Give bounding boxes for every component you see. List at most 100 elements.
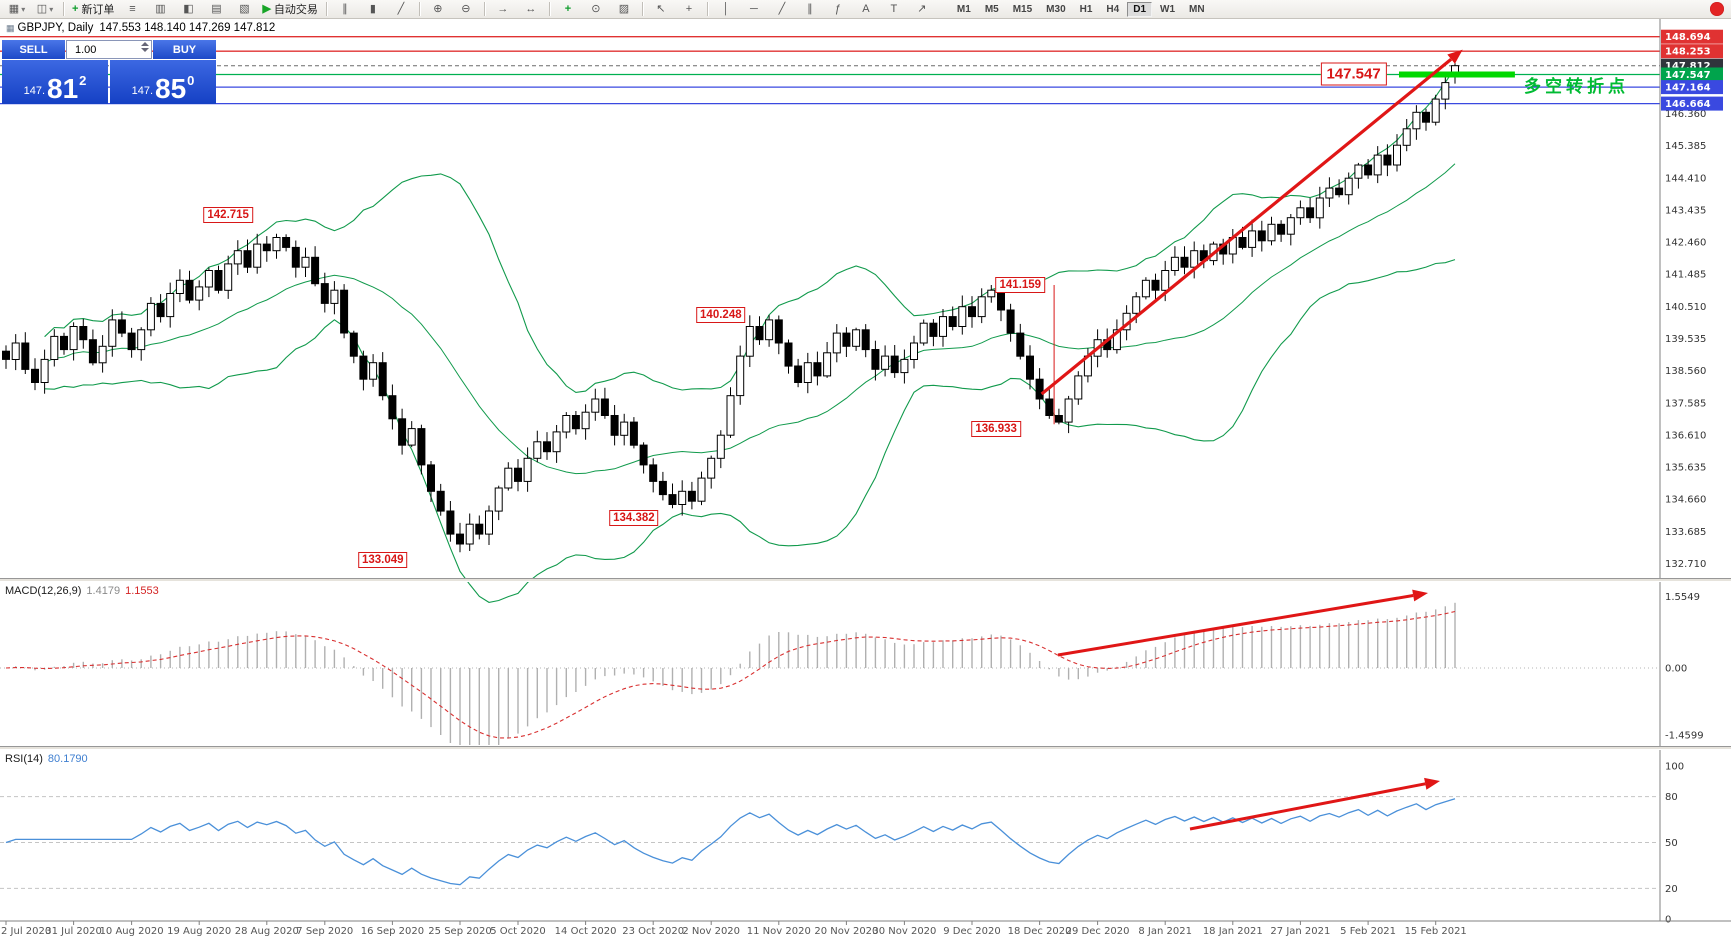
timeframe-m1-button[interactable]: M1 xyxy=(956,3,971,15)
periods-button[interactable]: ⊙ xyxy=(582,0,610,19)
panel-splitter[interactable] xyxy=(0,746,1731,750)
toolbar-separator xyxy=(483,2,485,16)
trend-arrow[interactable] xyxy=(1040,49,1463,396)
ohlc-values: 147.553 148.140 147.269 147.812 xyxy=(99,22,276,34)
sell-price-button[interactable]: 147. 81 2 xyxy=(2,60,108,104)
svg-text:143.435: 143.435 xyxy=(1665,206,1706,217)
svg-text:2 Jul 2020: 2 Jul 2020 xyxy=(1,926,51,937)
timeframe-w1-button[interactable]: W1 xyxy=(1160,3,1176,15)
data-window-icon: ▥ xyxy=(155,2,166,15)
toolbar-buttons: ▦ ▾ ◫ ▾ + 新订单 ≡ ▥ ◧ ▤ ▧ ▶ 自动交易 ∥ ▮ ╱ ⊕ ⊖ → ↔ + ⊙ ▨ ↖ + │ ─ ╱ ∥ ƒ A T ↗ xyxy=(3,0,936,18)
strategy-tester-button[interactable]: ▧ xyxy=(230,0,258,19)
price-annotation-label[interactable]: 133.049 xyxy=(357,552,408,569)
timeframe-h4-button[interactable]: H4 xyxy=(1106,3,1120,15)
svg-text:23 Oct 2020: 23 Oct 2020 xyxy=(622,926,684,937)
timeframe-h1-button[interactable]: H1 xyxy=(1079,3,1093,15)
buy-price-button[interactable]: 147. 85 0 xyxy=(110,60,216,104)
volume-spinner[interactable] xyxy=(141,42,149,52)
svg-text:144.410: 144.410 xyxy=(1665,173,1706,184)
price-annotation-label[interactable]: 147.547 xyxy=(1320,62,1387,86)
chart-symbol-icon: ▦ xyxy=(6,23,15,33)
svg-text:141.485: 141.485 xyxy=(1665,270,1706,281)
vertical-line-button[interactable]: │ xyxy=(712,0,740,19)
trendline-button[interactable]: ╱ xyxy=(768,0,796,19)
crosshair-button[interactable]: + xyxy=(675,0,703,19)
svg-text:10 Aug 2020: 10 Aug 2020 xyxy=(100,926,164,937)
arrow-tool-button[interactable]: ↗ xyxy=(908,0,936,19)
new-chart-button[interactable]: ▦ ▾ xyxy=(3,0,31,19)
new-order-button[interactable]: + 新订单 xyxy=(68,0,118,19)
svg-text:20: 20 xyxy=(1665,884,1678,895)
profiles-button[interactable]: ◫ ▾ xyxy=(31,0,59,19)
macd-indicator-label: MACD(12,26,9) 1.4179 1.1553 xyxy=(5,585,159,597)
volume-input[interactable]: 1.00 xyxy=(66,40,152,59)
turning-point-annotation[interactable]: 多空转折点 xyxy=(1524,77,1629,96)
price-annotation-label[interactable]: 142.715 xyxy=(203,207,253,224)
svg-text:18 Jan 2021: 18 Jan 2021 xyxy=(1203,926,1263,937)
horizontal-line-button[interactable]: ─ xyxy=(740,0,768,19)
periods-icon: ⊙ xyxy=(591,2,601,15)
navigator-icon: ◧ xyxy=(183,2,194,15)
svg-text:147.164: 147.164 xyxy=(1665,83,1711,94)
cursor-button[interactable]: ↖ xyxy=(647,0,675,19)
sell-button[interactable]: SELL xyxy=(2,40,65,59)
terminal-button[interactable]: ▤ xyxy=(202,0,230,19)
text-button[interactable]: A xyxy=(852,0,880,19)
price-annotation-label[interactable]: 140.248 xyxy=(696,306,746,323)
spinner-down-icon[interactable] xyxy=(141,48,149,52)
svg-text:5 Oct 2020: 5 Oct 2020 xyxy=(490,926,545,937)
timeframe-m15-button[interactable]: M15 xyxy=(1012,3,1033,15)
bid-prefix: 147. xyxy=(23,85,46,97)
line-chart-icon: ╱ xyxy=(397,2,405,15)
timeframe-m5-button[interactable]: M5 xyxy=(984,3,999,15)
price-axis[interactable]: 146.360 145.385 144.410 143.435 142.460 141.4… xyxy=(1659,19,1723,921)
svg-text:145.385: 145.385 xyxy=(1665,141,1706,152)
svg-text:146.360: 146.360 xyxy=(1665,109,1706,120)
market-watch-button[interactable]: ≡ xyxy=(118,0,146,19)
navigator-button[interactable]: ◧ xyxy=(174,0,202,19)
panel-splitter[interactable] xyxy=(0,578,1731,582)
price-annotation-label[interactable]: 141.159 xyxy=(995,276,1046,293)
price-annotation-label[interactable]: 134.382 xyxy=(609,509,659,526)
zoom-in-button[interactable]: ⊕ xyxy=(424,0,452,19)
svg-text:25 Sep 2020: 25 Sep 2020 xyxy=(428,926,491,937)
fibonacci-icon: ƒ xyxy=(834,2,841,15)
svg-text:11 Nov 2020: 11 Nov 2020 xyxy=(747,926,811,937)
timeframe-mn-button[interactable]: MN xyxy=(1189,3,1205,15)
timeframe-m30-button[interactable]: M30 xyxy=(1046,3,1066,15)
horizontal-line-icon: ─ xyxy=(750,2,758,15)
svg-text:31 Jul 2020: 31 Jul 2020 xyxy=(45,926,102,937)
svg-text:139.535: 139.535 xyxy=(1665,334,1706,345)
bar-chart-button[interactable]: ∥ xyxy=(331,0,359,19)
data-window-button[interactable]: ▥ xyxy=(146,0,174,19)
vertical-line-icon: │ xyxy=(722,2,730,15)
timeframe-d1-button[interactable]: D1 xyxy=(1127,1,1153,17)
candlestick-chart-button[interactable]: ▮ xyxy=(359,0,387,19)
chart-shift-button[interactable]: ↔ xyxy=(517,0,545,19)
auto-scroll-button[interactable]: → xyxy=(489,0,517,19)
svg-text:134.660: 134.660 xyxy=(1665,495,1706,506)
horizontal-line-objects[interactable] xyxy=(0,36,1660,105)
price-annotation-label[interactable]: 136.933 xyxy=(971,420,1021,437)
candlestick-chart-icon: ▮ xyxy=(369,2,376,15)
indicators-button[interactable]: + xyxy=(554,0,582,19)
buy-button[interactable]: BUY xyxy=(153,40,216,59)
cursor-icon: ↖ xyxy=(656,2,666,15)
autotrading-button[interactable]: ▶ 自动交易 xyxy=(258,0,321,19)
svg-text:0: 0 xyxy=(1665,915,1671,926)
templates-button[interactable]: ▨ xyxy=(610,0,638,19)
zoom-out-icon: ⊖ xyxy=(461,2,471,15)
chart-symbol-header: ▦ GBPJPY, Daily 147.553 148.140 147.269 14… xyxy=(6,22,275,34)
spinner-up-icon[interactable] xyxy=(141,42,149,46)
channel-button[interactable]: ∥ xyxy=(796,0,824,19)
svg-text:30 Nov 2020: 30 Nov 2020 xyxy=(872,926,936,937)
svg-text:50: 50 xyxy=(1665,838,1678,849)
line-chart-button[interactable]: ╱ xyxy=(387,0,415,19)
zoom-out-button[interactable]: ⊖ xyxy=(452,0,480,19)
svg-text:5 Feb 2021: 5 Feb 2021 xyxy=(1340,926,1396,937)
label-button[interactable]: T xyxy=(880,0,908,19)
fibonacci-button[interactable]: ƒ xyxy=(824,0,852,19)
autotrading-icon: ▶ xyxy=(262,2,271,15)
